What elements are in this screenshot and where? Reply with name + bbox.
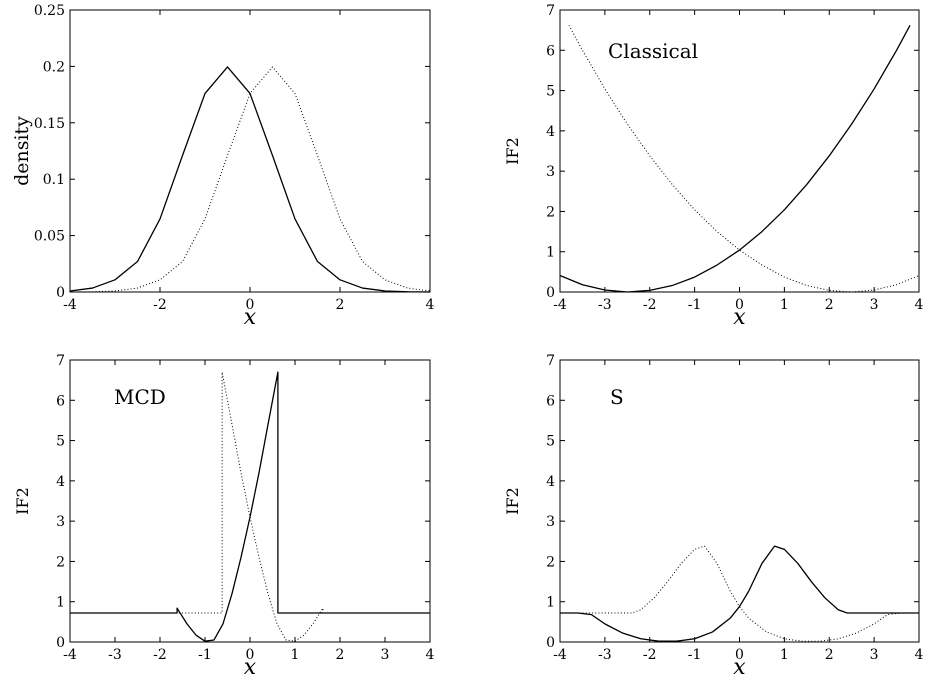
x-tick-label: 4 [426, 647, 435, 663]
y-tick-label: 0 [546, 285, 555, 301]
y-tick-label: 2 [546, 554, 555, 570]
x-axis-title: x [733, 655, 746, 679]
x-tick-label: -4 [63, 297, 77, 313]
x-tick-label: 3 [870, 297, 879, 313]
panel-mcd: -4 -3 -2 -1 0 1 2 3 4 0 1 2 3 4 5 6 7 x IF2 MCD [13, 353, 435, 679]
x-tick-label: 1 [780, 647, 789, 663]
x-tick-label: 3 [381, 647, 390, 663]
x-tick-label: -1 [688, 297, 702, 313]
panel-annotation: MCD [114, 385, 166, 409]
x-tick-label: -2 [643, 297, 657, 313]
y-tick-label: 0 [56, 635, 65, 651]
x-tick-label: -3 [598, 297, 612, 313]
y-tick-label: 5 [546, 434, 555, 450]
x-tick-label: -1 [688, 647, 702, 663]
panel-s: -4 -3 -2 -1 0 1 2 3 4 0 1 2 3 4 5 6 7 x IF2 S [503, 353, 924, 679]
y-tick-label: 5 [56, 434, 65, 450]
x-tick-label: -2 [153, 297, 167, 313]
series-line-dotted [560, 545, 919, 642]
y-tick-label: 3 [546, 164, 555, 180]
series-line-dotted [69, 66, 431, 293]
y-tick-label: 0 [546, 635, 555, 651]
y-tick-label: 0.2 [43, 59, 65, 75]
y-tick-label: 3 [546, 514, 555, 530]
x-axis-title: x [244, 305, 257, 330]
x-tick-label: 2 [336, 647, 345, 663]
x-tick-label: 0 [246, 647, 255, 663]
y-tick-label: 2 [546, 204, 555, 220]
series-line-solid [69, 66, 431, 293]
y-tick-label: 1 [546, 595, 555, 611]
y-axis-title: density [11, 116, 33, 186]
plot-frame [69, 9, 431, 293]
series-line-dotted [70, 371, 430, 642]
y-tick-label: 0.15 [34, 116, 65, 132]
y-axis-title: IF2 [503, 137, 522, 165]
y-tick-label: 7 [56, 353, 65, 369]
y-axis-title: IF2 [503, 487, 522, 515]
series-line-solid [70, 371, 430, 642]
x-tick-label: 1 [780, 297, 789, 313]
panel-classical: -4 -3 -2 -1 0 1 2 3 4 0 1 2 3 4 5 6 7 x IF2 Classical [503, 3, 924, 330]
x-tick-label: -2 [643, 647, 657, 663]
panel-annotation: Classical [608, 39, 698, 63]
y-tick-label: 0.1 [43, 172, 65, 188]
y-tick-label: 3 [56, 514, 65, 530]
x-tick-label: -4 [553, 647, 567, 663]
x-tick-label: 2 [825, 297, 834, 313]
y-tick-label: 6 [56, 393, 65, 409]
y-tick-label: 0.05 [34, 229, 65, 245]
y-axis-title: IF2 [13, 487, 32, 515]
y-tick-label: 4 [546, 474, 555, 490]
y-tick-label: 6 [546, 393, 555, 409]
x-tick-label: 2 [336, 297, 345, 313]
x-tick-label: -3 [108, 647, 122, 663]
x-axis-title: x [244, 655, 257, 679]
series-line-solid [559, 25, 911, 293]
y-tick-label: 1 [546, 245, 555, 261]
y-tick-label: 0 [56, 285, 65, 301]
x-axis-title: x [733, 305, 746, 330]
y-tick-label: 1 [56, 595, 65, 611]
x-tick-label: -4 [553, 297, 567, 313]
y-tick-label: 2 [56, 554, 65, 570]
y-tick-label: 0.25 [34, 3, 65, 19]
panel-density: -4 -2 0 2 4 0 0.05 0.1 0.15 0.2 0.25 x density [11, 3, 435, 330]
x-tick-label: -3 [598, 647, 612, 663]
y-tick-label: 4 [56, 474, 65, 490]
series-line-dotted [568, 25, 920, 293]
panel-annotation: S [610, 385, 624, 409]
x-tick-label: -2 [153, 647, 167, 663]
x-tick-label: 4 [915, 647, 924, 663]
x-tick-label: -1 [198, 647, 212, 663]
x-tick-label: 1 [291, 647, 300, 663]
y-tick-label: 7 [546, 3, 555, 19]
x-tick-label: 2 [825, 647, 834, 663]
y-tick-label: 7 [546, 353, 555, 369]
x-tick-label: 0 [735, 297, 744, 313]
x-tick-label: 0 [246, 297, 255, 313]
x-tick-label: 3 [870, 647, 879, 663]
series-line-solid [560, 545, 919, 642]
x-tick-label: -4 [63, 647, 77, 663]
x-tick-label: 4 [426, 297, 435, 313]
y-tick-label: 4 [546, 124, 555, 140]
y-tick-label: 5 [546, 84, 555, 100]
x-tick-label: 4 [915, 297, 924, 313]
y-tick-label: 6 [546, 43, 555, 59]
x-tick-label: 0 [735, 647, 744, 663]
